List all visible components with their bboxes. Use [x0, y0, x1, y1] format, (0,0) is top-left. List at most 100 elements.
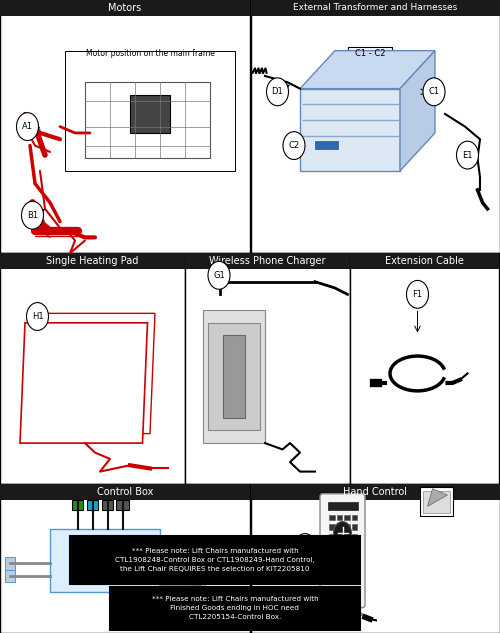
FancyBboxPatch shape: [110, 587, 360, 630]
Polygon shape: [400, 51, 435, 171]
FancyBboxPatch shape: [329, 550, 334, 556]
Text: D1: D1: [272, 87, 283, 96]
FancyBboxPatch shape: [0, 484, 250, 633]
FancyBboxPatch shape: [344, 534, 350, 539]
Text: C1 - C2: C1 - C2: [355, 49, 385, 58]
Text: External Transformer and Harnesses: External Transformer and Harnesses: [293, 3, 458, 13]
Text: F1: F1: [412, 290, 422, 299]
FancyBboxPatch shape: [420, 487, 452, 516]
FancyBboxPatch shape: [5, 570, 15, 582]
FancyBboxPatch shape: [336, 550, 342, 556]
FancyBboxPatch shape: [0, 253, 184, 269]
FancyBboxPatch shape: [352, 567, 357, 572]
FancyBboxPatch shape: [350, 253, 500, 269]
FancyBboxPatch shape: [344, 524, 350, 530]
FancyBboxPatch shape: [102, 500, 114, 510]
FancyBboxPatch shape: [72, 500, 84, 510]
FancyBboxPatch shape: [329, 542, 334, 548]
FancyBboxPatch shape: [344, 567, 350, 572]
FancyBboxPatch shape: [336, 558, 342, 564]
FancyBboxPatch shape: [185, 253, 350, 269]
Circle shape: [456, 141, 478, 169]
Text: Single Heating Pad: Single Heating Pad: [46, 256, 138, 266]
Text: I1: I1: [168, 556, 176, 565]
FancyBboxPatch shape: [0, 484, 250, 500]
Polygon shape: [300, 51, 435, 89]
Polygon shape: [428, 489, 448, 506]
FancyBboxPatch shape: [250, 0, 500, 16]
FancyBboxPatch shape: [329, 567, 334, 572]
FancyBboxPatch shape: [250, 484, 500, 633]
FancyBboxPatch shape: [190, 549, 205, 559]
Text: A1: A1: [22, 122, 33, 131]
Text: Extension Cable: Extension Cable: [386, 256, 464, 266]
Circle shape: [423, 78, 445, 106]
Circle shape: [22, 201, 44, 229]
Text: G1: G1: [213, 271, 225, 280]
Text: *** Please note: Lift Chairs manufactured with
CTL1908248-Control Box or CTL1908: *** Please note: Lift Chairs manufacture…: [115, 548, 315, 572]
Text: E1: E1: [462, 151, 473, 160]
Circle shape: [294, 534, 316, 561]
Polygon shape: [20, 323, 148, 443]
FancyBboxPatch shape: [70, 536, 360, 584]
FancyBboxPatch shape: [352, 534, 357, 539]
Text: Hand Control: Hand Control: [343, 487, 407, 497]
FancyBboxPatch shape: [344, 515, 350, 520]
FancyBboxPatch shape: [222, 335, 245, 418]
Polygon shape: [422, 491, 450, 513]
FancyBboxPatch shape: [329, 524, 334, 530]
Polygon shape: [300, 89, 400, 171]
Text: Motor position on the main frame: Motor position on the main frame: [86, 49, 214, 58]
FancyBboxPatch shape: [65, 51, 235, 171]
FancyBboxPatch shape: [350, 253, 500, 484]
FancyBboxPatch shape: [208, 323, 260, 430]
Text: CTM  MTR1  MTR2  CHAIR: CTM MTR1 MTR2 CHAIR: [72, 555, 135, 560]
FancyBboxPatch shape: [348, 47, 393, 60]
FancyBboxPatch shape: [336, 542, 342, 548]
FancyBboxPatch shape: [50, 529, 160, 592]
FancyBboxPatch shape: [352, 515, 357, 520]
Text: *** Please note: Lift Chairs manufactured with
Finished Goods ending in HOC need: *** Please note: Lift Chairs manufacture…: [152, 596, 318, 620]
FancyBboxPatch shape: [329, 515, 334, 520]
FancyBboxPatch shape: [344, 542, 350, 548]
FancyBboxPatch shape: [336, 534, 342, 539]
Text: J1: J1: [301, 543, 309, 552]
Text: Motors: Motors: [108, 3, 142, 13]
FancyBboxPatch shape: [329, 534, 334, 539]
Circle shape: [266, 78, 288, 106]
FancyBboxPatch shape: [352, 542, 357, 548]
FancyBboxPatch shape: [336, 515, 342, 520]
FancyBboxPatch shape: [329, 558, 334, 564]
FancyBboxPatch shape: [5, 557, 15, 570]
FancyBboxPatch shape: [0, 0, 250, 253]
FancyBboxPatch shape: [250, 0, 500, 253]
Text: H1: H1: [32, 312, 44, 321]
FancyBboxPatch shape: [86, 500, 99, 510]
Text: Wireless Phone Charger: Wireless Phone Charger: [209, 256, 326, 266]
Circle shape: [162, 546, 184, 574]
FancyBboxPatch shape: [336, 567, 342, 572]
FancyBboxPatch shape: [0, 0, 250, 16]
FancyBboxPatch shape: [344, 550, 350, 556]
Circle shape: [283, 132, 305, 160]
FancyBboxPatch shape: [328, 502, 358, 510]
FancyBboxPatch shape: [202, 310, 265, 443]
FancyBboxPatch shape: [130, 95, 170, 133]
FancyBboxPatch shape: [190, 565, 205, 575]
FancyBboxPatch shape: [116, 500, 128, 510]
FancyBboxPatch shape: [250, 484, 500, 500]
FancyBboxPatch shape: [320, 494, 365, 608]
Text: B1: B1: [27, 211, 38, 220]
Text: C2: C2: [288, 141, 300, 150]
Circle shape: [26, 303, 48, 330]
Polygon shape: [28, 313, 155, 434]
FancyBboxPatch shape: [352, 550, 357, 556]
Circle shape: [208, 261, 230, 289]
Circle shape: [16, 113, 38, 141]
Circle shape: [406, 280, 428, 308]
Text: Control Box: Control Box: [96, 487, 153, 497]
FancyBboxPatch shape: [185, 253, 350, 484]
FancyBboxPatch shape: [344, 558, 350, 564]
FancyBboxPatch shape: [352, 524, 357, 530]
Circle shape: [334, 522, 351, 544]
